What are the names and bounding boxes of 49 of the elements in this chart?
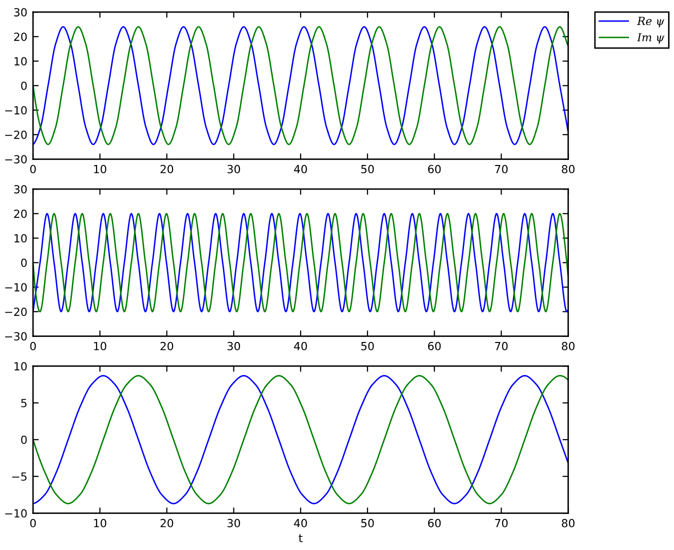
- x-tick-label: 0: [30, 164, 36, 174]
- y-tick-label: −30: [5, 332, 27, 341]
- x-tick-label: 0: [30, 342, 36, 350]
- x-tick-label: 60: [428, 164, 441, 174]
- x-axis-title: t: [298, 534, 303, 542]
- x-tick-label: 40: [294, 518, 307, 528]
- y-tick-label: −10: [5, 106, 27, 114]
- x-tick-label: 30: [227, 164, 240, 174]
- y-tick-label: 20: [14, 32, 27, 41]
- x-tick-label: 10: [94, 164, 106, 174]
- legend-label: Im ψ: [636, 33, 664, 44]
- x-tick-label: 10: [94, 518, 106, 528]
- x-tick-label: 40: [294, 164, 307, 174]
- y-tick-label: −10: [5, 283, 27, 292]
- y-tick-label: 30: [14, 8, 27, 16]
- x-tick-label: 20: [160, 518, 174, 528]
- x-tick-label: 80: [562, 518, 575, 528]
- legend-label: Re ψ: [636, 16, 664, 28]
- x-tick-label: 50: [361, 342, 374, 350]
- x-tick-label: 80: [562, 342, 575, 350]
- x-tick-label: 70: [495, 164, 508, 174]
- y-tick-label: 30: [14, 185, 27, 194]
- y-tick-label: −20: [5, 308, 27, 316]
- x-tick-label: 30: [227, 342, 240, 350]
- x-tick-label: 20: [160, 342, 174, 350]
- x-tick-label: 30: [227, 518, 240, 528]
- x-tick-label: 50: [361, 164, 374, 174]
- y-tick-label: −30: [5, 155, 27, 164]
- y-tick-label: 20: [14, 210, 27, 218]
- x-tick-label: 60: [428, 518, 441, 528]
- y-tick-label: 10: [14, 362, 27, 370]
- x-tick-label: 20: [160, 164, 174, 174]
- y-tick-label: 0: [21, 258, 27, 268]
- x-tick-label: 10: [94, 342, 106, 350]
- y-tick-label: −10: [5, 509, 27, 518]
- y-tick-label: 0: [21, 436, 27, 444]
- x-tick-label: 0: [30, 518, 36, 528]
- x-tick-label: 80: [562, 164, 575, 174]
- y-tick-label: −20: [5, 130, 27, 140]
- x-tick-label: 70: [495, 342, 508, 350]
- x-tick-label: 60: [428, 342, 441, 350]
- y-tick-label: −5: [12, 472, 26, 481]
- x-tick-label: 40: [294, 342, 307, 350]
- y-tick-label: 10: [14, 57, 27, 66]
- x-tick-label: 70: [495, 518, 508, 528]
- x-tick-label: 50: [361, 518, 374, 528]
- y-tick-label: 5: [21, 398, 26, 408]
- y-tick-label: 10: [14, 234, 27, 242]
- y-tick-label: 0: [21, 82, 27, 90]
